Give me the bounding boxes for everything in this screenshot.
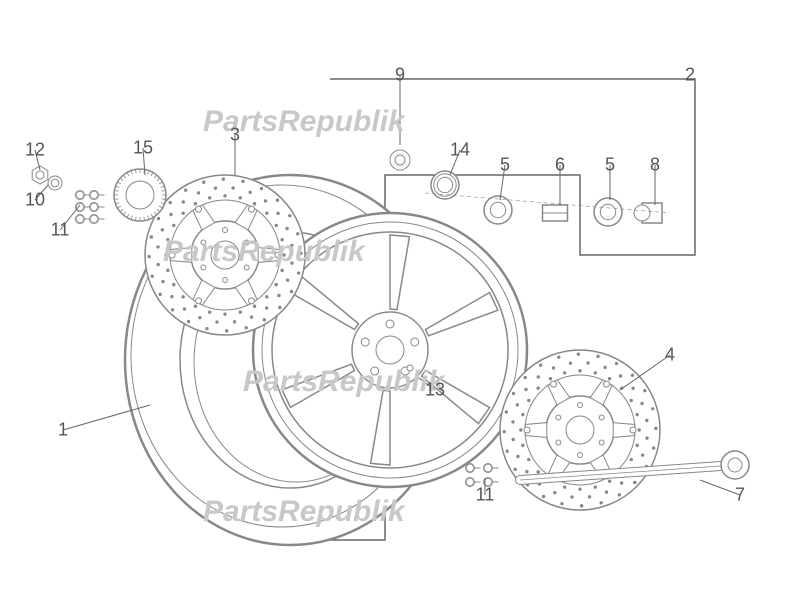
- callout-7: 7: [735, 485, 745, 506]
- callout-5: 5: [500, 155, 510, 176]
- callout-6: 6: [555, 155, 565, 176]
- callout-3: 3: [230, 125, 240, 146]
- callout-12: 12: [25, 140, 45, 161]
- callout-11: 11: [51, 220, 70, 241]
- parts-diagram: PartsRepublikPartsRepublikPartsRepublikP…: [0, 0, 800, 600]
- callout-1: 1: [58, 420, 68, 441]
- callout-9: 9: [395, 65, 405, 86]
- callout-4: 4: [665, 345, 675, 366]
- diagram-svg: [0, 0, 800, 600]
- callout-2: 2: [685, 65, 695, 86]
- callout-5b: 5: [605, 155, 615, 176]
- callout-14: 14: [450, 140, 470, 161]
- callout-15: 15: [133, 138, 153, 159]
- callout-11b: 11: [476, 485, 495, 506]
- callout-8: 8: [650, 155, 660, 176]
- callout-13: 13: [425, 380, 445, 401]
- callout-10: 10: [25, 190, 45, 211]
